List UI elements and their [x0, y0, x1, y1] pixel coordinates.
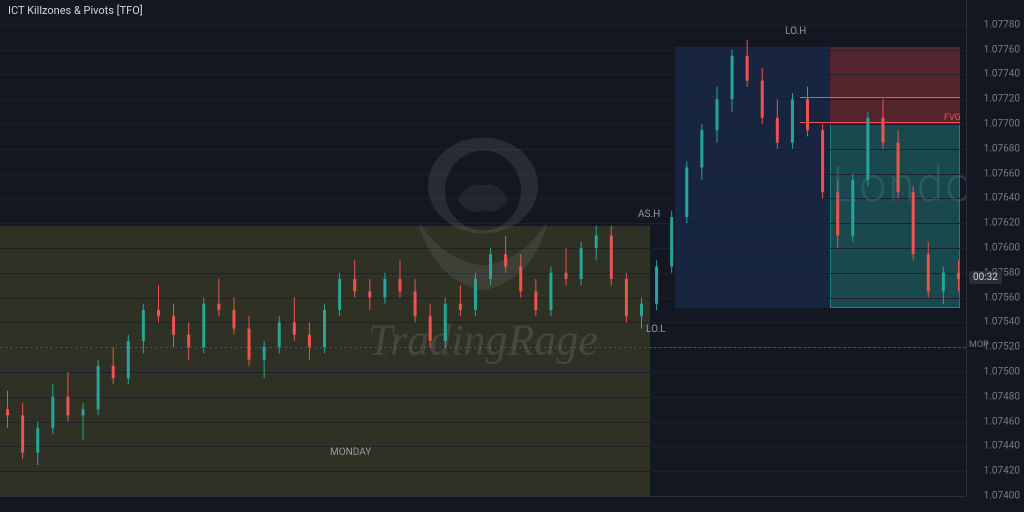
price-tick: 1.07480 [984, 391, 1020, 402]
price-tick: 1.07760 [984, 44, 1020, 55]
price-tick: 1.07460 [984, 416, 1020, 427]
price-tick: 1.07660 [984, 168, 1020, 179]
label-fvg: FVG [944, 113, 961, 123]
price-tick: 1.07540 [984, 317, 1020, 328]
price-tick: 1.07740 [984, 69, 1020, 80]
indicator-title: ICT Killzones & Pivots [TFO] [8, 4, 143, 17]
price-tick: 1.07700 [984, 119, 1020, 130]
candlestick-series [0, 0, 966, 496]
price-tick: 1.07420 [984, 466, 1020, 477]
time-axis[interactable] [0, 496, 966, 512]
countdown-badge: 00:32 [969, 271, 1002, 284]
price-tick: 1.07500 [984, 367, 1020, 378]
chart-plot-area[interactable]: ICT Killzones & Pivots [TFO] London AS.H… [0, 0, 966, 496]
price-tick: 1.07620 [984, 218, 1020, 229]
label-lo-h: LO.H [785, 26, 806, 37]
label-mop: MOP [969, 340, 989, 350]
label-as-h: AS.H [638, 209, 660, 220]
price-tick: 1.07520 [984, 342, 1020, 353]
price-tick: 1.07720 [984, 94, 1020, 105]
price-tick: 1.07440 [984, 441, 1020, 452]
price-tick: 1.07780 [984, 19, 1020, 30]
price-tick: 1.07640 [984, 193, 1020, 204]
label-lo-l: LO.L [646, 324, 665, 335]
label-monday: MONDAY [330, 447, 371, 458]
price-tick: 1.07680 [984, 143, 1020, 154]
price-tick: 1.07600 [984, 243, 1020, 254]
price-tick: 1.07400 [984, 491, 1020, 502]
price-axis[interactable]: 1.074001.074201.074401.074601.074801.075… [966, 0, 1024, 496]
price-tick: 1.07560 [984, 292, 1020, 303]
